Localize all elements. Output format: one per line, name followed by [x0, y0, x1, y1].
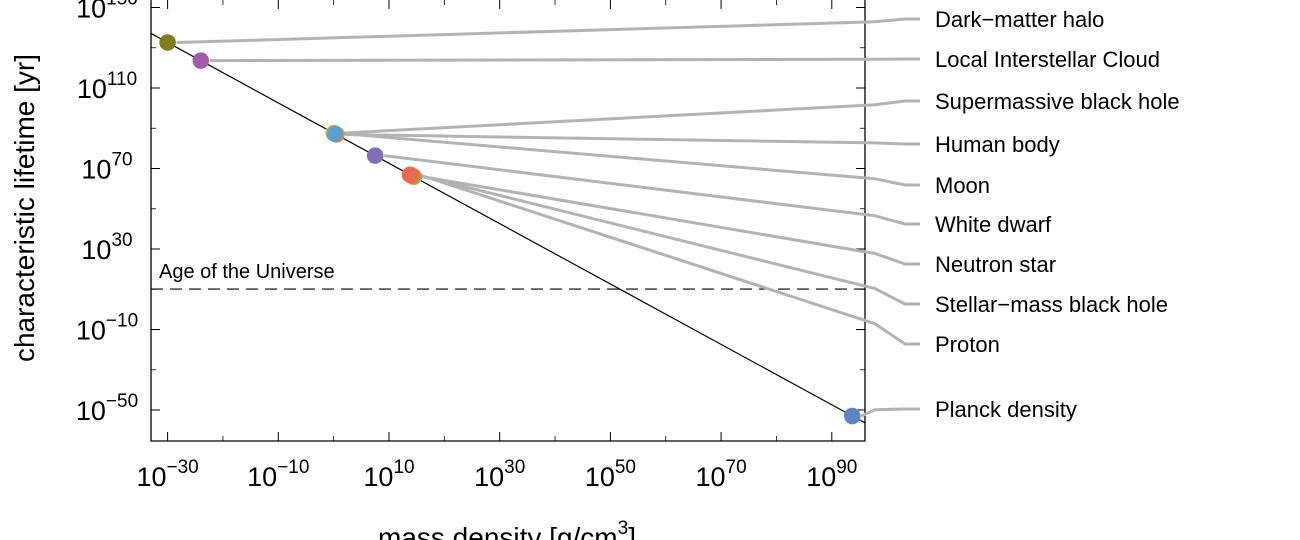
moon-leader-line	[343, 132, 920, 187]
tick-label-exponent: 30	[111, 230, 132, 251]
human-body-leader-line	[345, 132, 920, 146]
x-tick-label: 1030	[474, 457, 525, 492]
dark-matter-halo-label: Dark−matter halo	[935, 7, 1104, 32]
tick-label-base: 10	[81, 155, 111, 185]
proton-point	[401, 166, 419, 184]
supermassive-black-hole-leader-line	[342, 99, 920, 135]
x-tick-label: 10−10	[247, 457, 309, 492]
neutron-star-leader-line	[422, 175, 920, 266]
tick-label-base: 10	[77, 74, 107, 104]
tick-label-exponent: 70	[726, 457, 747, 478]
local-interstellar-cloud-label: Local Interstellar Cloud	[935, 47, 1160, 72]
tick-label-exponent: −10	[106, 311, 138, 332]
x-tick-label: 1090	[806, 457, 857, 492]
tick-label-exponent: 50	[615, 457, 636, 478]
data-points	[159, 34, 861, 425]
tick-label-base: 10	[76, 396, 106, 426]
planck-density-point	[843, 407, 861, 425]
white-dwarf-leader-line	[383, 154, 920, 226]
proton-label: Proton	[935, 332, 1000, 357]
tick-label-exponent: −10	[277, 457, 309, 478]
y-tick-label: 10−10	[76, 311, 138, 346]
tick-label-base: 10	[247, 462, 277, 492]
x-tick-label: 1050	[585, 457, 636, 492]
x-axis-title-close: ]	[628, 522, 636, 540]
tick-label-exponent: −50	[106, 391, 138, 412]
tick-label-base: 10	[806, 462, 836, 492]
white-dwarf-point	[366, 147, 384, 164]
y-tick-label: 10150	[76, 0, 138, 24]
planck-density-label: Planck density	[935, 397, 1077, 422]
tick-label-exponent: −30	[167, 457, 199, 478]
axes	[150, 0, 866, 442]
tick-label-base: 10	[76, 316, 106, 346]
tick-label-base: 10	[81, 235, 111, 265]
supermassive-black-hole-label: Supermassive black hole	[935, 89, 1180, 114]
x-tick-label: 1010	[363, 457, 414, 492]
tick-labels: 10−30 10−10 1010 1030 1050 1070 109010−5010−10…	[76, 0, 858, 492]
x-tick-label: 10−30	[136, 457, 198, 492]
tick-label-exponent: 30	[504, 457, 525, 478]
y-tick-label: 10−50	[76, 391, 138, 426]
moon-label: Moon	[935, 173, 990, 198]
dark-matter-halo-leader-line	[176, 17, 920, 45]
x-axis-title-main: mass density [g/cm	[378, 522, 618, 540]
x-axis-title: mass density [g/cm3]	[378, 518, 636, 540]
tick-label-exponent: 110	[107, 69, 137, 90]
tick-label-exponent: 70	[111, 150, 132, 171]
local-interstellar-cloud-leader-line	[209, 57, 920, 63]
plot-area	[151, 32, 865, 424]
fit-line	[151, 32, 865, 424]
proton-leader-line	[418, 173, 920, 346]
stellar-mass-black-hole-leader-line	[420, 174, 920, 306]
y-tick-label: 10110	[77, 69, 137, 104]
white-dwarf-label: White dwarf	[935, 212, 1052, 237]
tick-label-exponent: 90	[836, 457, 857, 478]
reference-line-label: Age of the Universe	[159, 261, 335, 283]
human-body-label: Human body	[935, 132, 1060, 157]
x-tick-label: 1070	[695, 457, 746, 492]
plot-frame	[150, 0, 866, 442]
tick-label-base: 10	[136, 462, 166, 492]
y-axis-title: characteristic lifetime [yr]	[9, 54, 40, 362]
tick-label-exponent: 10	[393, 457, 414, 478]
legend: Dark−matter halo Local Interstellar Cloud…	[935, 7, 1180, 422]
tick-label-base: 10	[585, 462, 615, 492]
tick-label-base: 10	[474, 462, 504, 492]
x-axis-title-superscript: 3	[618, 518, 629, 539]
tick-label-base: 10	[76, 0, 106, 24]
y-tick-label: 1030	[81, 230, 132, 265]
y-tick-label: 1070	[81, 150, 132, 185]
tick-label-exponent: 150	[106, 0, 138, 10]
stellar-mass-black-hole-label: Stellar−mass black hole	[935, 292, 1168, 317]
local-interstellar-cloud-point	[192, 52, 210, 69]
tick-marks	[151, 0, 865, 441]
dark-matter-halo-point	[159, 34, 176, 51]
tick-label-base: 10	[363, 462, 393, 492]
legend-leader-lines	[176, 17, 920, 418]
planck-density-leader-line	[860, 407, 920, 418]
tick-label-base: 10	[695, 462, 725, 492]
moon-point	[326, 125, 344, 142]
neutron-star-label: Neutron star	[935, 252, 1056, 277]
